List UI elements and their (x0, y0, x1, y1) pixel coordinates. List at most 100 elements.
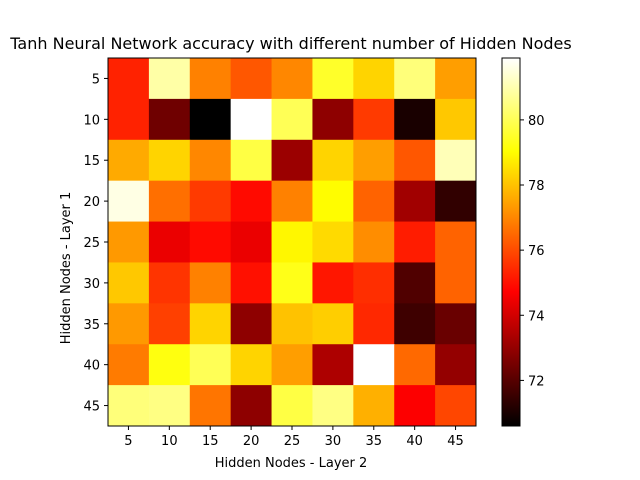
chart-title: Tanh Neural Network accuracy with differ… (9, 34, 571, 53)
heatmap-cell (394, 98, 436, 141)
y-tick-label: 25 (83, 236, 100, 251)
heatmap-cell (312, 58, 354, 100)
heatmap-cell (271, 139, 313, 182)
x-tick-label: 30 (325, 434, 342, 449)
heatmap-cell (394, 385, 436, 427)
heatmap-cell (312, 98, 354, 141)
heatmap-cell (189, 385, 232, 427)
heatmap-cell (353, 180, 395, 223)
heatmap-cell (189, 221, 232, 263)
heatmap-cell (312, 180, 354, 223)
heatmap-cell (312, 303, 354, 345)
heatmap-cell (312, 139, 354, 182)
heatmap-cell (394, 180, 436, 223)
heatmap-cell (230, 98, 273, 141)
heatmap-cell (148, 58, 191, 100)
heatmap-cell (108, 262, 150, 304)
heatmap-cell (394, 139, 436, 182)
x-axis-ticks: 5 10 15 20 25 30 35 40 45 (124, 426, 464, 449)
heatmap-cell (108, 344, 150, 386)
heatmap-cell (271, 58, 313, 100)
heatmap-cell (312, 344, 354, 386)
heatmap-cell (148, 139, 191, 182)
x-tick-label: 35 (366, 434, 383, 449)
colorbar-tick-label: 76 (528, 244, 545, 259)
heatmap-cell (230, 262, 273, 304)
heatmap-cell (189, 98, 232, 141)
heatmap-cell (312, 262, 354, 304)
heatmap-cell (108, 180, 150, 223)
y-axis-label: Hidden Nodes - Layer 1 (59, 192, 74, 345)
heatmap-cell (353, 385, 395, 427)
heatmap-cell (108, 303, 150, 345)
y-tick-label: 35 (83, 318, 100, 333)
heatmap-cell (435, 139, 477, 182)
heatmap-cell (353, 58, 395, 100)
heatmap-cell (394, 58, 436, 100)
heatmap-cell (353, 262, 395, 304)
heatmap-cell (435, 385, 477, 427)
heatmap-cells (108, 58, 477, 427)
colorbar-tick-label: 78 (528, 179, 545, 194)
y-tick-label: 20 (83, 195, 100, 210)
x-tick-label: 25 (284, 434, 301, 449)
heatmap-cell (353, 303, 395, 345)
y-tick-label: 5 (92, 72, 100, 87)
heatmap-cell (435, 344, 477, 386)
colorbar-ticks: 72 74 76 78 80 (520, 114, 545, 389)
x-tick-label: 40 (406, 434, 423, 449)
colorbar (501, 57, 521, 427)
colorbar-tick-label: 80 (528, 114, 545, 129)
heatmap-cell (271, 344, 313, 386)
heatmap-cell (271, 262, 313, 304)
heatmap-cell (394, 221, 436, 263)
heatmap-cell (435, 262, 477, 304)
heatmap-cell (353, 344, 395, 386)
heatmap-cell (108, 98, 150, 141)
heatmap-cell (148, 180, 191, 223)
heatmap-cell (271, 385, 313, 427)
heatmap-cell (394, 262, 436, 304)
y-axis-ticks: 5 10 15 20 25 30 35 40 45 (83, 72, 108, 415)
heatmap-cell (353, 139, 395, 182)
heatmap-cell (230, 385, 273, 427)
heatmap-cell (271, 303, 313, 345)
heatmap-cell (271, 180, 313, 223)
heatmap-cell (435, 58, 477, 100)
heatmap-cell (189, 139, 232, 182)
heatmap-cell (353, 221, 395, 263)
heatmap-cell (230, 180, 273, 223)
y-tick-label: 15 (83, 154, 100, 169)
heatmap-cell (148, 221, 191, 263)
heatmap-cell (230, 139, 273, 182)
heatmap-cell (435, 180, 477, 223)
heatmap-cell (435, 303, 477, 345)
x-tick-label: 20 (243, 434, 260, 449)
y-tick-label: 10 (83, 113, 100, 128)
heatmap-cell (189, 180, 232, 223)
y-tick-label: 45 (83, 400, 100, 415)
heatmap-cell (189, 303, 232, 345)
heatmap-cell (230, 344, 273, 386)
x-tick-label: 15 (202, 434, 219, 449)
x-tick-label: 10 (161, 434, 178, 449)
heatmap-cell (394, 344, 436, 386)
heatmap-cell (148, 385, 191, 427)
y-tick-label: 30 (83, 277, 100, 292)
heatmap-cell (148, 98, 191, 141)
x-axis-label: Hidden Nodes - Layer 2 (215, 456, 368, 471)
heatmap-cell (108, 221, 150, 263)
heatmap-cell (230, 58, 273, 100)
heatmap-cell (312, 221, 354, 263)
heatmap-cell (148, 303, 191, 345)
heatmap-cell (148, 262, 191, 304)
heatmap-cell (271, 221, 313, 263)
heatmap-cell (435, 98, 477, 141)
heatmap-cell (189, 344, 232, 386)
x-tick-label: 45 (447, 434, 464, 449)
heatmap-cell (148, 344, 191, 386)
heatmap-cell (108, 139, 150, 182)
colorbar-tick-label: 74 (528, 309, 545, 324)
x-tick-label: 5 (124, 434, 132, 449)
